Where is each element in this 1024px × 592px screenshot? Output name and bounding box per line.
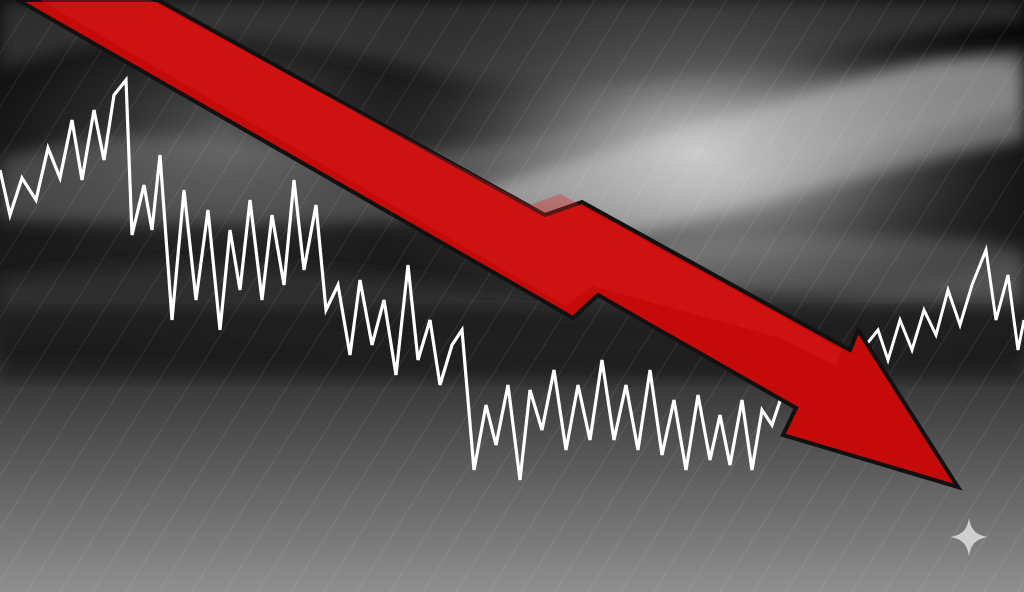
sparkle-icon <box>950 518 988 556</box>
volatile-line-right <box>864 244 1024 365</box>
arrow-highlight <box>40 0 842 366</box>
downward-arrow <box>13 0 963 491</box>
volatile-line <box>0 75 784 481</box>
